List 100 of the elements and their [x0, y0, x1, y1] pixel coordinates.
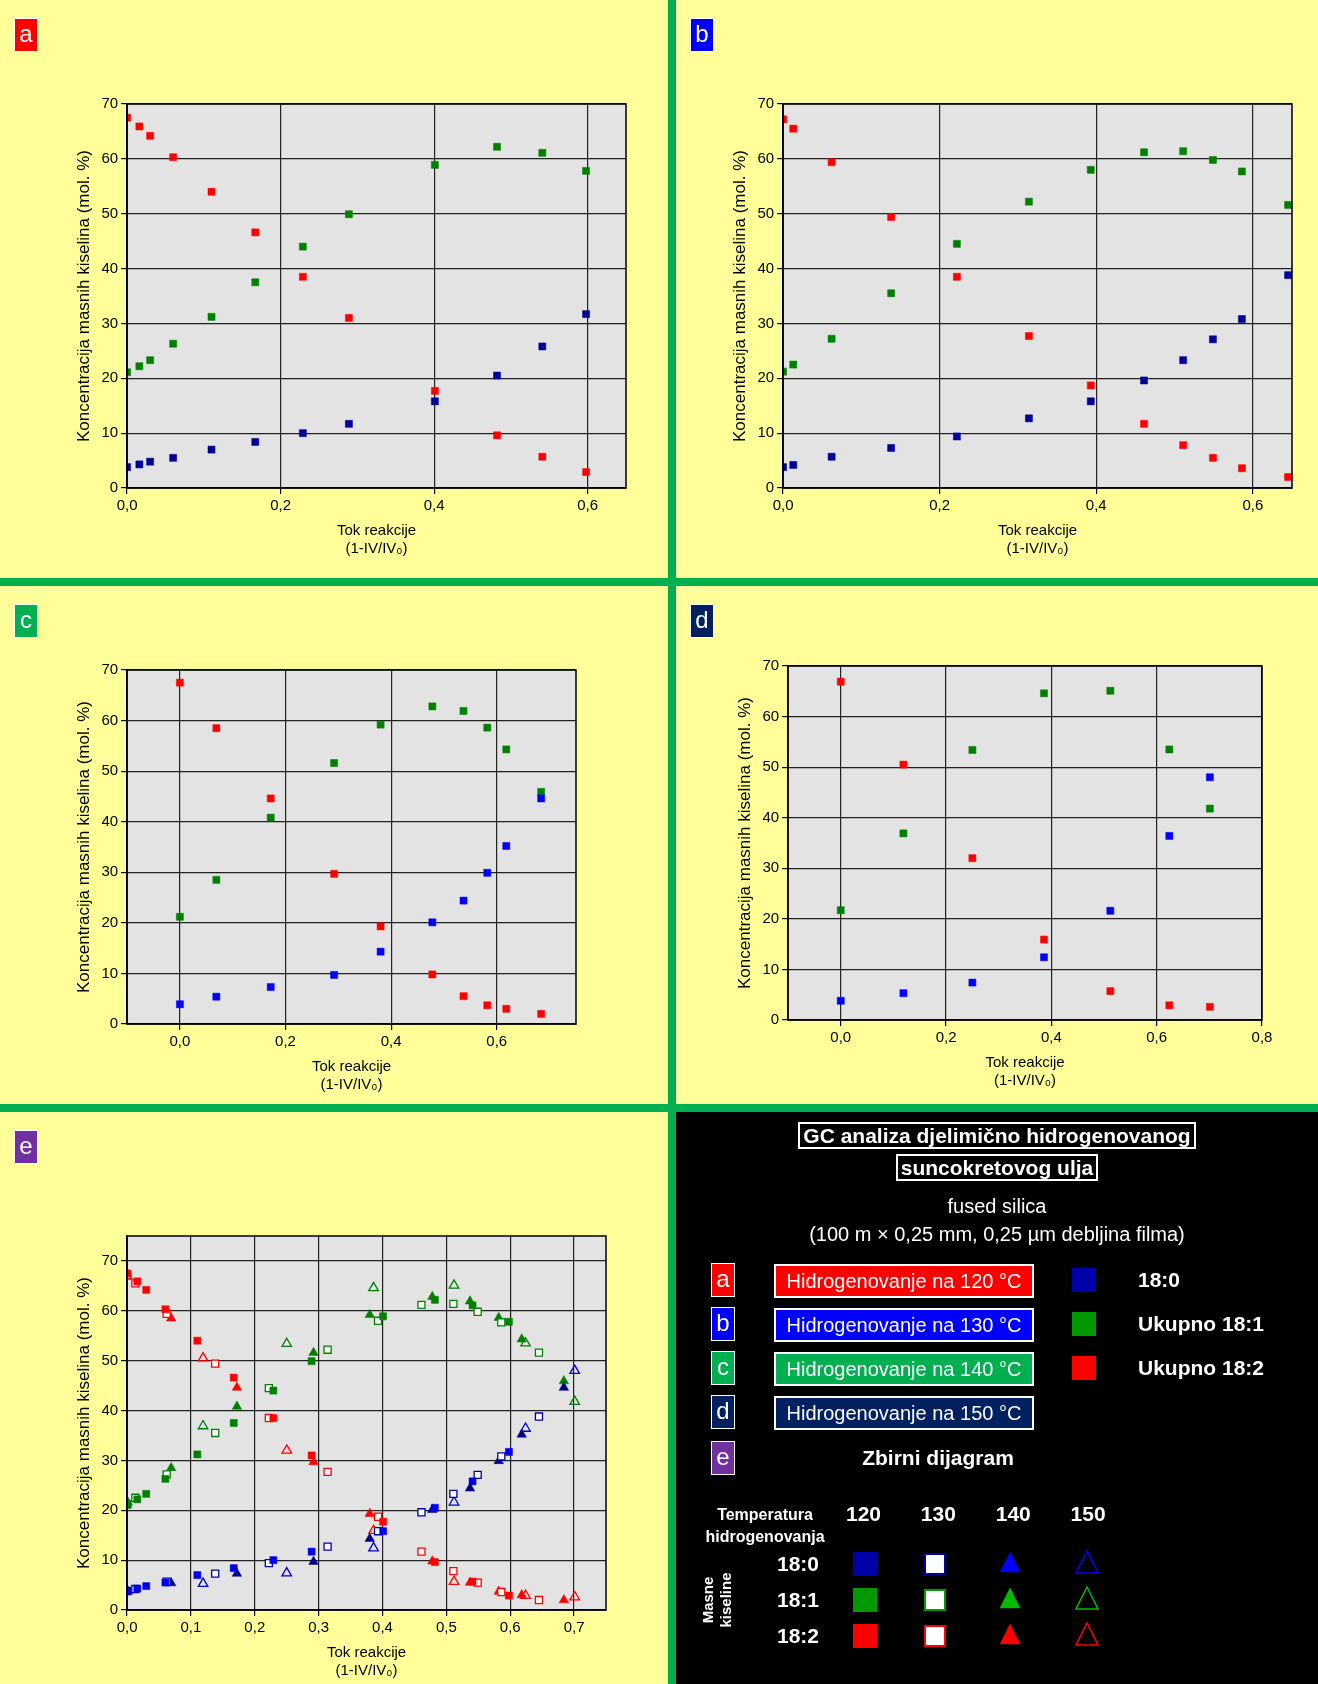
x-tick-label: 0,5 — [435, 1618, 457, 1636]
y-tick-label: 60 — [762, 706, 780, 724]
y-tick-label: 20 — [762, 909, 780, 926]
text: 18:2 — [776, 1623, 820, 1649]
y-tick-label: 0 — [765, 478, 775, 496]
text: e — [711, 1441, 735, 1475]
y-tick-label: 70 — [101, 1251, 119, 1269]
x-axis-title: Tok reakcije (1-IV/IV₀) — [311, 1057, 392, 1093]
x-tick-label: 0,2 — [244, 1618, 266, 1636]
y-tick-label: 40 — [101, 258, 119, 276]
y-tick-label: 50 — [101, 203, 119, 221]
text: 18:0 — [1138, 1267, 1181, 1293]
x-axis-title: Tok reakcije (1-IV/IV₀) — [336, 521, 417, 557]
x-tick-label: 0,0 — [772, 496, 794, 514]
y-tick-label: 50 — [762, 757, 780, 775]
text: Hidrogenovanje na 140 °C — [774, 1352, 1034, 1386]
text: Masne kiseline — [699, 1571, 735, 1630]
y-tick-label: 0 — [109, 1014, 119, 1032]
y-tick-label: 0 — [770, 1010, 780, 1028]
chart-title: e — [14, 1130, 38, 1164]
x-axis-title: Tok reakcije (1-IV/IV₀) — [326, 1643, 407, 1679]
text: Hidrogenovanje na 120 °C — [774, 1264, 1034, 1298]
y-axis-title: Koncentracija masnih kiselina (mol. %) — [729, 150, 749, 442]
y-tick-label: 30 — [762, 858, 780, 876]
x-axis-title: Tok reakcije (1-IV/IV₀) — [997, 521, 1078, 557]
x-tick-label: 0,0 — [169, 1032, 191, 1050]
y-tick-label: 40 — [757, 258, 775, 276]
text: Hidrogenovanje na 150 °C — [774, 1396, 1034, 1430]
x-tick-label: 0,0 — [116, 496, 138, 514]
y-tick-label: 40 — [101, 1400, 119, 1418]
x-axis-title: Tok reakcije (1-IV/IV₀) — [985, 1053, 1065, 1089]
y-tick-label: 40 — [762, 807, 780, 825]
text: 18:1 — [776, 1587, 820, 1613]
y-tick-label: 60 — [101, 1300, 119, 1318]
x-tick-label: 0,2 — [935, 1028, 957, 1046]
text: Zbirni dijagram — [861, 1445, 1015, 1471]
chart-title: b — [690, 18, 714, 52]
text: Ukupno 18:1 — [1138, 1311, 1265, 1337]
text: c — [711, 1351, 735, 1385]
y-tick-label: 20 — [101, 1500, 119, 1518]
y-tick-label: 50 — [757, 203, 775, 221]
y-tick-label: 50 — [101, 1350, 119, 1368]
text: GC analiza djelimično hidrogenovanog suncokretovog ulja — [798, 1122, 1196, 1181]
text: fused silica (100 m × 0,25 mm, 0,25 µm debljina filma) — [808, 1194, 1186, 1247]
text: b — [711, 1307, 735, 1341]
y-tick-label: 20 — [101, 368, 119, 386]
y-tick-label: 0 — [109, 1600, 119, 1618]
text: d — [711, 1395, 735, 1429]
y-tick-label: 10 — [101, 1550, 119, 1568]
y-tick-label: 10 — [762, 959, 780, 977]
text: 120 130 140 150 — [846, 1501, 1106, 1527]
x-tick-label: 0,6 — [499, 1618, 521, 1636]
y-axis-title: Koncentracija masnih kiselina (mol. %) — [73, 701, 93, 993]
text: Temperatura hidrogenovanja — [704, 1505, 826, 1547]
x-tick-label: 0,8 — [1251, 1028, 1273, 1046]
x-tick-label: 0,6 — [1242, 496, 1264, 514]
x-tick-label: 0,6 — [577, 496, 599, 514]
y-axis-title: Koncentracija masnih kiselina (mol. %) — [73, 1277, 93, 1569]
y-tick-label: 60 — [757, 149, 775, 166]
x-tick-label: 0,0 — [116, 1618, 138, 1636]
x-tick-label: 0,4 — [1085, 496, 1107, 514]
x-tick-label: 0,2 — [270, 496, 292, 514]
y-tick-label: 30 — [101, 1450, 119, 1468]
x-tick-label: 0,6 — [1146, 1028, 1168, 1046]
y-tick-label: 50 — [101, 761, 119, 779]
x-tick-label: 0,4 — [372, 1618, 393, 1636]
x-tick-label: 0,6 — [486, 1032, 508, 1050]
x-tick-label: 0,0 — [830, 1028, 852, 1046]
x-tick-label: 0,3 — [308, 1618, 330, 1636]
x-tick-label: 0,2 — [929, 496, 951, 514]
y-axis-title: Koncentracija masnih kiselina (mol. %) — [734, 697, 754, 989]
y-tick-label: 40 — [101, 811, 119, 829]
x-tick-label: 0,7 — [563, 1618, 585, 1636]
text: Ukupno 18:2 — [1138, 1355, 1265, 1381]
x-tick-label: 0,1 — [180, 1618, 202, 1636]
x-tick-label: 0,2 — [275, 1032, 296, 1050]
y-tick-label: 30 — [101, 862, 119, 880]
y-tick-label: 70 — [101, 94, 119, 112]
text: a — [711, 1263, 735, 1297]
y-tick-label: 0 — [109, 478, 119, 496]
chart-title: d — [690, 604, 714, 638]
x-tick-label: 0,4 — [423, 496, 445, 514]
text: Hidrogenovanje na 130 °C — [774, 1308, 1034, 1342]
text: 18:0 — [776, 1551, 820, 1577]
y-tick-label: 70 — [762, 656, 780, 674]
chart-title: a — [14, 18, 38, 52]
chart-title: c — [14, 604, 38, 638]
x-tick-label: 0,4 — [1040, 1028, 1062, 1046]
y-tick-label: 10 — [101, 423, 119, 441]
y-tick-label: 60 — [101, 710, 119, 728]
y-tick-label: 30 — [101, 313, 119, 331]
y-axis-title: Koncentracija masnih kiselina (mol. %) — [73, 150, 93, 442]
y-tick-label: 60 — [101, 149, 119, 166]
y-tick-label: 20 — [101, 913, 119, 930]
y-tick-label: 70 — [757, 94, 775, 112]
y-tick-label: 10 — [101, 963, 119, 981]
y-tick-label: 70 — [101, 660, 119, 678]
y-tick-label: 10 — [757, 423, 775, 441]
x-tick-label: 0,4 — [380, 1032, 402, 1050]
y-tick-label: 20 — [757, 368, 775, 386]
